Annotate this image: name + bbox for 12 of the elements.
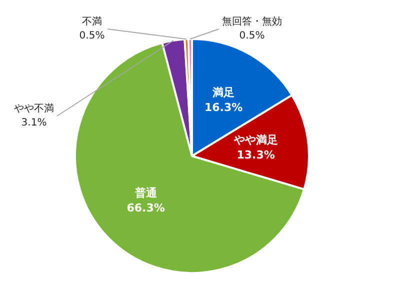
slice-label: 無回答・無効 — [222, 16, 282, 28]
data-label: 16.3% — [204, 100, 243, 114]
slice-label: やや不満 — [14, 102, 54, 115]
data-label: 3.1% — [21, 118, 47, 129]
data-label: 66.3% — [126, 202, 165, 215]
data-label: 0.5% — [79, 30, 105, 42]
data-label: 0.5% — [239, 30, 265, 42]
data-label: 13.3% — [236, 148, 275, 162]
slice-label: 不満 — [82, 16, 102, 28]
slice-label: 満足 — [212, 86, 235, 99]
slice-label: 普通 — [134, 186, 158, 200]
slice-label: やや満足 — [232, 134, 278, 147]
